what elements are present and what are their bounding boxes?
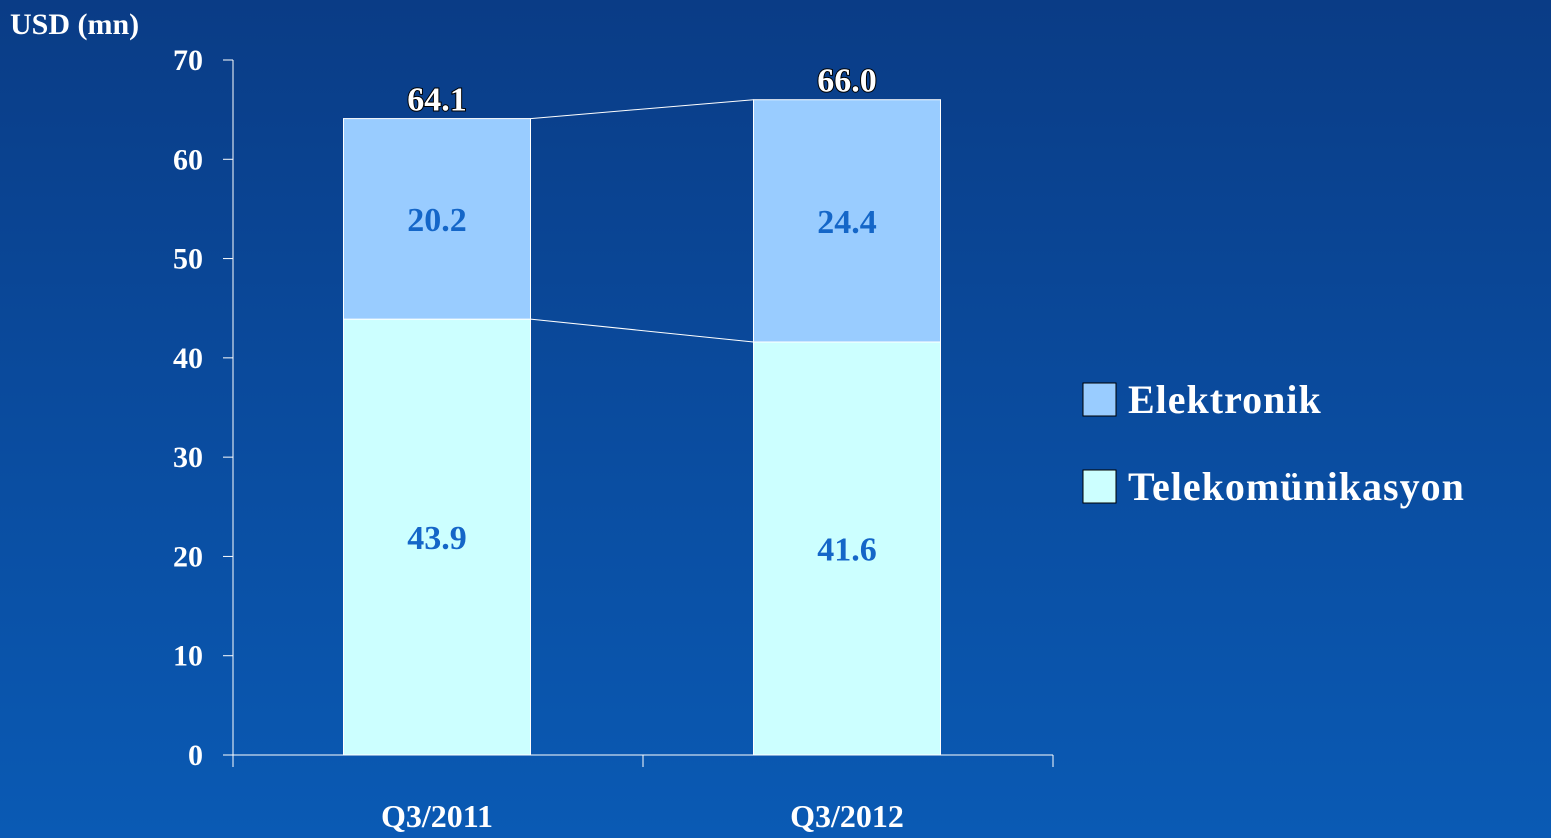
bars	[343, 99, 941, 756]
y-tick-label: 30	[173, 441, 203, 474]
x-tick-label: Q3/2011	[381, 798, 493, 834]
bar-segment	[343, 118, 531, 320]
total-label: 64.1	[407, 82, 467, 119]
data-label: 41.6	[817, 531, 877, 568]
y-tick-label: 60	[173, 143, 203, 176]
legend-label: Elektronik	[1128, 377, 1322, 422]
y-tick-label: 70	[173, 44, 203, 77]
total-label: 66.0	[817, 63, 877, 100]
data-labels: 43.9 20.2 64.1 41.6 24.4 66.0	[406, 62, 878, 569]
y-tick-label: 50	[173, 243, 203, 276]
y-tick-label: 40	[173, 342, 203, 375]
connector-line	[530, 99, 754, 120]
y-tick-label: 10	[173, 640, 203, 673]
data-label: 20.2	[407, 202, 467, 239]
bar-segment	[753, 99, 941, 343]
connector-line	[530, 318, 754, 343]
connector-lines	[530, 99, 754, 343]
legend-label: Telekomünikasyon	[1128, 464, 1465, 509]
data-label: 24.4	[817, 204, 877, 241]
data-label: 43.9	[407, 520, 467, 557]
y-tick-label: 0	[188, 739, 203, 772]
x-tick-label: Q3/2012	[790, 798, 904, 834]
legend-swatch	[1082, 382, 1117, 417]
legend: Elektronik Telekomünikasyon	[1082, 377, 1465, 509]
y-tick-label: 20	[173, 540, 203, 573]
bar-segment	[753, 341, 941, 756]
legend-swatch	[1082, 469, 1117, 504]
y-axis-title: USD (mn)	[10, 8, 139, 41]
bar-segment	[343, 318, 531, 756]
axes: 0 10 20 30 40 50 60 70 Q3/2011 Q3/2012	[173, 44, 1054, 834]
